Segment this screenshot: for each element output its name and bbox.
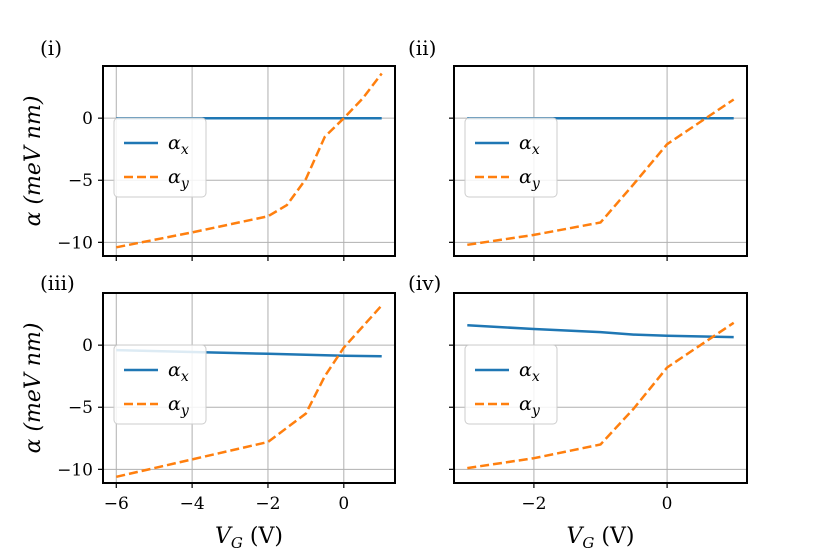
legend-label-αx: αx: [519, 359, 540, 385]
series-αy: [467, 321, 735, 470]
x-axis-label: VG (V): [567, 524, 635, 552]
series-αy: [116, 72, 383, 249]
panel-1: 0 −5 −10 αx αy (i) α (meV nm): [21, 36, 396, 261]
series-αy: [467, 98, 735, 247]
legend: αx αy: [113, 117, 207, 198]
panel-4: −2 0 αx αy (iv) VG (V): [408, 271, 748, 552]
x-tick-label: 0: [338, 494, 349, 514]
panel-label: (ii): [408, 36, 436, 60]
panel-label: (iii): [40, 271, 75, 295]
legend-label-αy: αy: [168, 393, 190, 419]
panel-3: −6 −4 −2 0 0 −5 −10 αx αy (iii) α (meV nm) VG (V): [21, 271, 396, 552]
y-tick-label: −5: [68, 398, 93, 418]
y-tick-label: −10: [57, 233, 93, 253]
x-tick-label: −6: [104, 494, 129, 514]
axes-frame: [453, 65, 748, 257]
series-αy: [116, 304, 383, 479]
legend-label-αy: αy: [168, 166, 190, 192]
legend-box: [464, 344, 558, 425]
legend-label-αx: αx: [519, 132, 540, 158]
legend-box: [113, 117, 207, 198]
axes-frame: [453, 292, 748, 484]
legend-label-αx: αx: [168, 359, 189, 385]
legend-label-αy: αy: [519, 166, 541, 192]
legend: αx αy: [113, 344, 207, 425]
x-tick-label: −2: [521, 494, 546, 514]
axes-frame: [102, 292, 396, 484]
legend-label-αx: αx: [168, 132, 189, 158]
panel-label: (iv): [408, 271, 441, 295]
legend-box: [464, 117, 558, 198]
y-axis-label: α (meV nm): [21, 96, 46, 227]
legend: αx αy: [464, 117, 558, 198]
x-axis-label: VG (V): [215, 524, 283, 552]
y-tick-label: −5: [68, 171, 93, 191]
legend-label-αy: αy: [519, 393, 541, 419]
legend-box: [113, 344, 207, 425]
axes-frame: [102, 65, 396, 257]
panel-2: αx αy (ii): [408, 36, 748, 261]
series-αx: [467, 324, 734, 339]
x-tick-label: −4: [180, 494, 205, 514]
y-tick-label: −10: [57, 460, 93, 480]
legend: αx αy: [464, 344, 558, 425]
y-tick-label: 0: [82, 109, 93, 129]
y-axis-label: α (meV nm): [21, 323, 46, 454]
x-tick-label: −2: [255, 494, 280, 514]
y-tick-label: 0: [82, 336, 93, 356]
x-tick-label: 0: [662, 494, 673, 514]
panel-label: (i): [40, 36, 62, 60]
